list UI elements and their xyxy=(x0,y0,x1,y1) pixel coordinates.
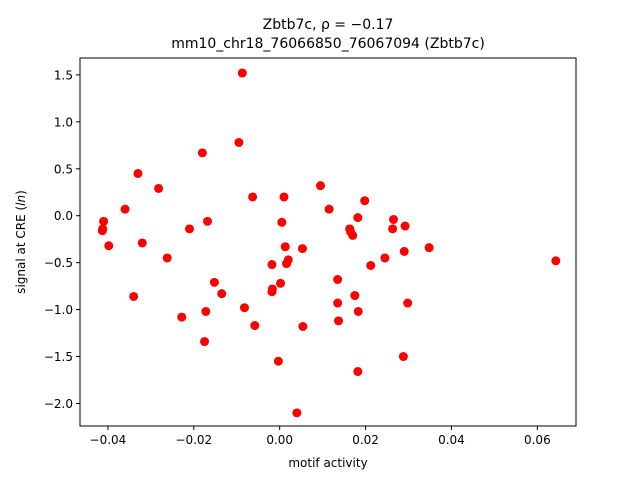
data-point xyxy=(298,321,308,331)
data-point xyxy=(353,367,363,377)
y-axis-label: signal at CRE (ln) xyxy=(14,190,28,294)
data-point xyxy=(217,289,227,299)
data-point xyxy=(424,243,434,253)
data-point xyxy=(276,278,286,288)
data-points xyxy=(97,68,561,418)
data-point xyxy=(380,253,390,263)
data-point xyxy=(551,256,561,266)
data-point xyxy=(282,259,292,269)
data-point xyxy=(239,303,249,313)
data-point xyxy=(399,246,409,256)
data-point xyxy=(333,275,343,285)
x-tick-label: 0.06 xyxy=(524,433,551,447)
data-point xyxy=(237,68,247,78)
data-point xyxy=(324,204,334,214)
data-point xyxy=(120,204,130,214)
y-tick-label: −0.5 xyxy=(44,256,73,270)
data-point xyxy=(403,298,413,308)
data-point xyxy=(273,356,283,366)
data-point xyxy=(279,192,289,202)
data-point xyxy=(366,260,376,270)
x-tick-label: −0.02 xyxy=(175,433,212,447)
data-point xyxy=(209,277,219,287)
data-point xyxy=(97,226,107,236)
data-point xyxy=(267,287,277,297)
data-point xyxy=(250,321,260,331)
x-axis-ticks: −0.04 −0.02 0.00 0.02 0.04 0.06 xyxy=(90,426,551,447)
data-point xyxy=(333,298,343,308)
y-tick-label: 0.0 xyxy=(54,209,73,223)
data-point xyxy=(197,148,207,158)
y-tick-label: −1.5 xyxy=(44,350,73,364)
data-point xyxy=(133,168,143,178)
data-point xyxy=(129,291,139,301)
data-point xyxy=(162,253,172,263)
data-point xyxy=(99,216,109,226)
x-axis-label: motif activity xyxy=(288,456,367,470)
plot-area xyxy=(80,58,576,426)
x-tick-label: −0.04 xyxy=(90,433,127,447)
data-point xyxy=(400,221,410,231)
x-tick-label: 0.04 xyxy=(438,433,465,447)
data-point xyxy=(388,214,398,224)
data-point xyxy=(137,238,147,248)
data-point xyxy=(185,224,195,234)
chart-title-line2: mm10_chr18_76066850_76067094 (Zbtb7c) xyxy=(171,36,485,52)
y-tick-label: 0.5 xyxy=(54,162,73,176)
data-point xyxy=(315,181,325,191)
data-point xyxy=(248,192,258,202)
data-point xyxy=(292,408,302,418)
y-axis-ticks: 1.5 1.0 0.5 0.0 −0.5 −1.0 −1.5 −2.0 xyxy=(44,68,80,411)
data-point xyxy=(234,137,244,147)
data-point xyxy=(398,352,408,362)
data-point xyxy=(353,213,363,223)
data-point xyxy=(353,306,363,316)
chart-title-line1: Zbtb7c, ρ = −0.17 xyxy=(263,17,394,33)
x-tick-label: 0.00 xyxy=(266,433,293,447)
data-point xyxy=(201,306,211,316)
data-point xyxy=(104,241,114,251)
y-tick-label: 1.5 xyxy=(54,68,73,82)
data-point xyxy=(177,312,187,322)
y-tick-label: −1.0 xyxy=(44,303,73,317)
y-tick-label: 1.0 xyxy=(54,115,73,129)
data-point xyxy=(360,196,370,206)
data-point xyxy=(388,224,398,234)
x-tick-label: 0.02 xyxy=(352,433,379,447)
data-point xyxy=(277,217,287,227)
axes-frame xyxy=(79,57,577,427)
data-point xyxy=(154,183,164,193)
y-tick-label: −2.0 xyxy=(44,397,73,411)
data-point xyxy=(297,244,307,254)
data-point xyxy=(350,291,360,301)
data-point xyxy=(200,337,210,347)
data-point xyxy=(334,316,344,326)
data-point xyxy=(348,230,358,240)
data-point xyxy=(267,260,277,270)
data-point xyxy=(203,216,213,226)
axes-background xyxy=(80,58,576,426)
data-point xyxy=(280,242,290,252)
